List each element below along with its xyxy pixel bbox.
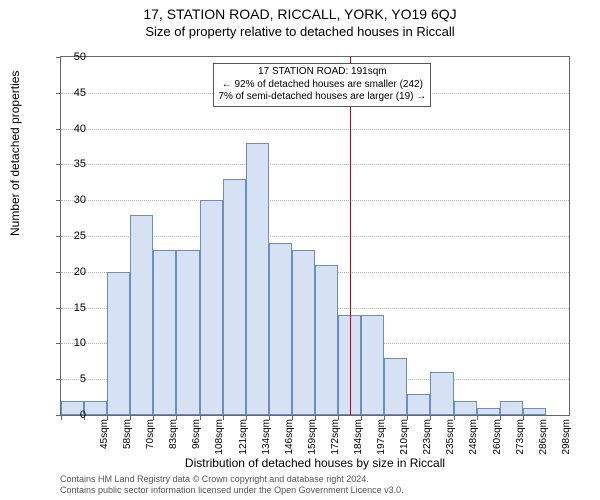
histogram-bar [84,401,107,415]
y-tick-label: 50 [62,51,86,63]
y-tick-label: 40 [62,123,86,135]
grid-line [61,200,569,201]
y-tick-mark [56,343,61,344]
footer-line: Contains public sector information licen… [60,485,570,496]
x-tick-mark [153,415,154,420]
grid-line [61,129,569,130]
x-tick-mark [269,415,270,420]
y-tick-label: 15 [62,302,86,314]
x-tick-mark [176,415,177,420]
histogram-bar [107,272,130,415]
annotation-line: ← 92% of detached houses are smaller (24… [218,79,426,92]
histogram-bar [500,401,523,415]
histogram-bar [246,143,269,415]
footer-attribution: Contains HM Land Registry data © Crown c… [60,474,570,496]
x-tick-mark [430,415,431,420]
page-title: 17, STATION ROAD, RICCALL, YORK, YO19 6Q… [0,0,600,22]
x-tick-label: 45sqm [99,419,110,459]
histogram-bar [176,250,199,415]
y-tick-label: 25 [62,230,86,242]
histogram-bar [523,408,546,415]
y-tick-mark [56,272,61,273]
chart-container: 17, STATION ROAD, RICCALL, YORK, YO19 6Q… [0,0,600,500]
x-tick-label: 184sqm [353,419,364,459]
x-tick-label: 96sqm [191,419,202,459]
x-tick-mark [338,415,339,420]
histogram-bar [407,394,430,415]
x-tick-label: 235sqm [445,419,456,459]
x-tick-label: 260sqm [492,419,503,459]
x-tick-mark [223,415,224,420]
x-tick-label: 134sqm [261,419,272,459]
histogram-bar [200,200,223,415]
y-tick-mark [56,200,61,201]
x-tick-label: 223sqm [422,419,433,459]
x-tick-mark [454,415,455,420]
x-tick-mark [107,415,108,420]
chart-subtitle: Size of property relative to detached ho… [0,22,600,39]
histogram-bar [223,179,246,415]
x-tick-mark [384,415,385,420]
y-tick-mark [56,236,61,237]
x-axis-label: Distribution of detached houses by size … [60,456,570,470]
x-tick-label: 70sqm [145,419,156,459]
x-tick-mark [200,415,201,420]
annotation-line: 7% of semi-detached houses are larger (1… [218,91,426,104]
histogram-bar [292,250,315,415]
histogram-bar [130,215,153,415]
y-tick-mark [56,93,61,94]
grid-line [61,164,569,165]
histogram-bar [384,358,407,415]
x-tick-mark [246,415,247,420]
y-tick-label: 20 [62,266,86,278]
histogram-bar [477,408,500,415]
x-tick-mark [292,415,293,420]
x-tick-label: 286sqm [538,419,549,459]
reference-line [350,57,351,415]
y-tick-mark [56,164,61,165]
x-tick-label: 121sqm [238,419,249,459]
histogram-bar [315,265,338,415]
y-tick-label: 5 [62,373,86,385]
x-tick-label: 197sqm [376,419,387,459]
x-tick-mark [477,415,478,420]
x-tick-label: 248sqm [468,419,479,459]
annotation-line: 17 STATION ROAD: 191sqm [218,66,426,79]
y-tick-label: 30 [62,194,86,206]
histogram-bar [269,243,292,415]
annotation-box: 17 STATION ROAD: 191sqm ← 92% of detache… [213,63,431,107]
footer-line: Contains HM Land Registry data © Crown c… [60,474,570,485]
plot-area: 45sqm58sqm70sqm83sqm96sqm108sqm121sqm134… [60,56,570,416]
x-tick-mark [315,415,316,420]
histogram-bar [430,372,453,415]
x-tick-label: 298sqm [561,419,572,459]
x-tick-label: 210sqm [399,419,410,459]
x-tick-mark [523,415,524,420]
y-tick-mark [56,57,61,58]
histogram-bar [153,250,176,415]
histogram-bar [454,401,477,415]
y-tick-mark [56,129,61,130]
x-tick-mark [500,415,501,420]
y-tick-mark [56,308,61,309]
x-tick-mark [407,415,408,420]
x-tick-label: 146sqm [284,419,295,459]
x-tick-mark [361,415,362,420]
y-tick-label: 35 [62,158,86,170]
x-tick-label: 273sqm [515,419,526,459]
y-tick-mark [56,379,61,380]
y-tick-label: 45 [62,87,86,99]
y-tick-label: 10 [62,337,86,349]
y-tick-label: 0 [62,409,86,421]
y-axis-label: Number of detached properties [8,71,22,236]
x-tick-label: 172sqm [330,419,341,459]
x-tick-label: 108sqm [214,419,225,459]
x-tick-mark [130,415,131,420]
x-tick-label: 58sqm [122,419,133,459]
histogram-bar [361,315,384,415]
x-tick-label: 83sqm [168,419,179,459]
x-tick-label: 159sqm [307,419,318,459]
